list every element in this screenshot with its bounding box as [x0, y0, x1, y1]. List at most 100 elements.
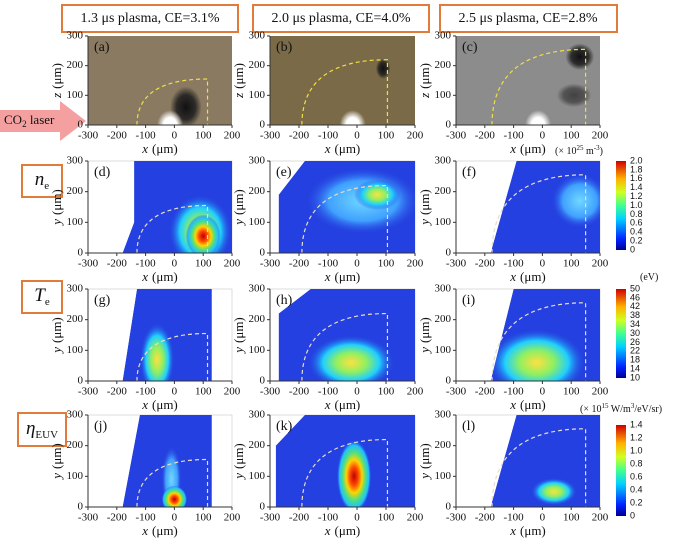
- panel: (j) -300 -200 -100 0 100 200 0 100 200 300 x (μm) y(μ…: [49, 409, 241, 538]
- y-axis-label: y(μm): [49, 317, 64, 355]
- contour-blob: [161, 485, 188, 507]
- colorbar-label: 0.8: [630, 209, 643, 219]
- bright-spot: [525, 110, 552, 125]
- y-tick-label: 300: [67, 30, 84, 42]
- panel-label: (e): [276, 165, 292, 180]
- x-tick-label: -200: [107, 512, 128, 524]
- colorbar: [616, 289, 626, 378]
- y-tick-label: 200: [249, 439, 266, 451]
- panel: (a) -300 -200 -100 0 100 200 0 100 200 300 x (μm) z(μ…: [49, 30, 241, 156]
- x-tick-label: 100: [378, 130, 395, 142]
- y-tick-label: 300: [435, 30, 452, 42]
- y-tick-label: 0: [78, 501, 84, 513]
- y-tick-label: 200: [249, 313, 266, 325]
- y-tick-label: 200: [249, 185, 266, 197]
- boundary-arc: [491, 174, 587, 254]
- bright-spot: [339, 110, 366, 125]
- y-tick-label: 100: [249, 89, 266, 101]
- colorbar-label: 1.0: [630, 445, 643, 455]
- x-axis-label: x (μm): [324, 523, 361, 538]
- colorbar-label: 2.0: [630, 155, 643, 165]
- x-tick-label: 0: [172, 130, 178, 142]
- colorbar-label: 46: [630, 292, 640, 302]
- x-tick-label: 0: [172, 258, 178, 270]
- panel-label: (b): [276, 40, 293, 55]
- x-tick-label: -300: [78, 130, 99, 142]
- x-axis-label: x (μm): [509, 269, 546, 284]
- y-tick-label: 300: [249, 155, 266, 167]
- x-tick-label: 100: [195, 130, 212, 142]
- colorbar-label: 0.4: [630, 484, 643, 494]
- panel-label: (i): [462, 293, 476, 308]
- y-tick-label: 200: [67, 59, 84, 71]
- contour-blob: [354, 179, 401, 211]
- y-axis-label: y(μm): [417, 443, 432, 481]
- y-tick-label: 200: [67, 185, 84, 197]
- x-tick-label: -200: [475, 130, 496, 142]
- column-title: 2.0 μs plasma, CE=4.0%: [271, 11, 410, 26]
- panel: (f) -300 -200 -100 0 100 200 0 100 200 300 x (μm) y(μ…: [417, 155, 609, 284]
- x-tick-label: 0: [172, 386, 178, 398]
- y-axis-label: y(μm): [231, 189, 246, 227]
- colorbar-label: 26: [630, 337, 640, 347]
- x-axis-label: x (μm): [509, 141, 546, 156]
- boundary-arc: [136, 204, 209, 254]
- x-tick-label: -100: [136, 258, 157, 270]
- panel: (i) -300 -200 -100 0 100 200 0 100 200 300 x (μm) y(μ…: [417, 283, 609, 412]
- panel-label: (a): [94, 40, 110, 55]
- contour-blob: [307, 335, 395, 381]
- x-tick-label: 0: [354, 386, 360, 398]
- y-axis-label: z(μm): [49, 63, 64, 99]
- x-tick-label: 100: [563, 258, 580, 270]
- x-tick-label: -300: [78, 258, 99, 270]
- y-tick-label: 0: [78, 375, 84, 387]
- row-label: ηEUV: [26, 418, 58, 440]
- y-tick-label: 300: [435, 283, 452, 295]
- x-tick-label: -200: [475, 386, 496, 398]
- y-tick-label: 100: [435, 344, 452, 356]
- y-tick-label: 100: [67, 470, 84, 482]
- y-tick-label: 300: [67, 409, 84, 421]
- x-tick-label: -200: [475, 258, 496, 270]
- boundary-arc: [491, 428, 587, 508]
- panel: (g) -300 -200 -100 0 100 200 0 100 200 300 x (μm) y(μ…: [49, 283, 241, 412]
- colorbar-label: 0.2: [630, 497, 643, 507]
- y-tick-label: 200: [435, 59, 452, 71]
- x-tick-label: 100: [378, 512, 395, 524]
- colorbar-label: 0.2: [630, 235, 643, 245]
- x-tick-label: 0: [354, 512, 360, 524]
- x-axis-label: x (μm): [509, 397, 546, 412]
- y-tick-label: 300: [249, 30, 266, 42]
- y-tick-label: 200: [435, 439, 452, 451]
- y-tick-label: 100: [249, 344, 266, 356]
- x-tick-label: 100: [378, 386, 395, 398]
- y-tick-label: 0: [446, 375, 452, 387]
- contour-blob: [336, 439, 372, 507]
- y-tick-label: 200: [67, 313, 84, 325]
- x-tick-label: 0: [354, 258, 360, 270]
- row-label: Te: [34, 285, 50, 307]
- x-tick-label: -300: [260, 386, 281, 398]
- colorbar: [616, 425, 626, 516]
- x-axis-label: x (μm): [141, 269, 178, 284]
- x-tick-label: 200: [592, 512, 609, 524]
- colorbar-label: 1.0: [630, 200, 643, 210]
- y-axis-label: y(μm): [49, 189, 64, 227]
- colorbar-label: 14: [630, 363, 640, 373]
- x-tick-label: -300: [78, 386, 99, 398]
- x-tick-label: -200: [107, 258, 128, 270]
- colorbar-label: 18: [630, 355, 640, 365]
- title-box: [252, 4, 430, 33]
- y-tick-label: 100: [249, 470, 266, 482]
- x-tick-label: -100: [504, 512, 525, 524]
- panel-label: (f): [462, 165, 476, 180]
- column-title: 1.3 μs plasma, CE=3.1%: [80, 11, 219, 26]
- y-tick-label: 100: [435, 470, 452, 482]
- x-tick-label: 100: [563, 512, 580, 524]
- colorbar: [616, 161, 626, 250]
- boundary-arc: [301, 184, 389, 254]
- panel-label: (c): [462, 40, 478, 55]
- colorbar-label: 1.8: [630, 164, 643, 174]
- laser-label: CO2 laser: [4, 112, 55, 129]
